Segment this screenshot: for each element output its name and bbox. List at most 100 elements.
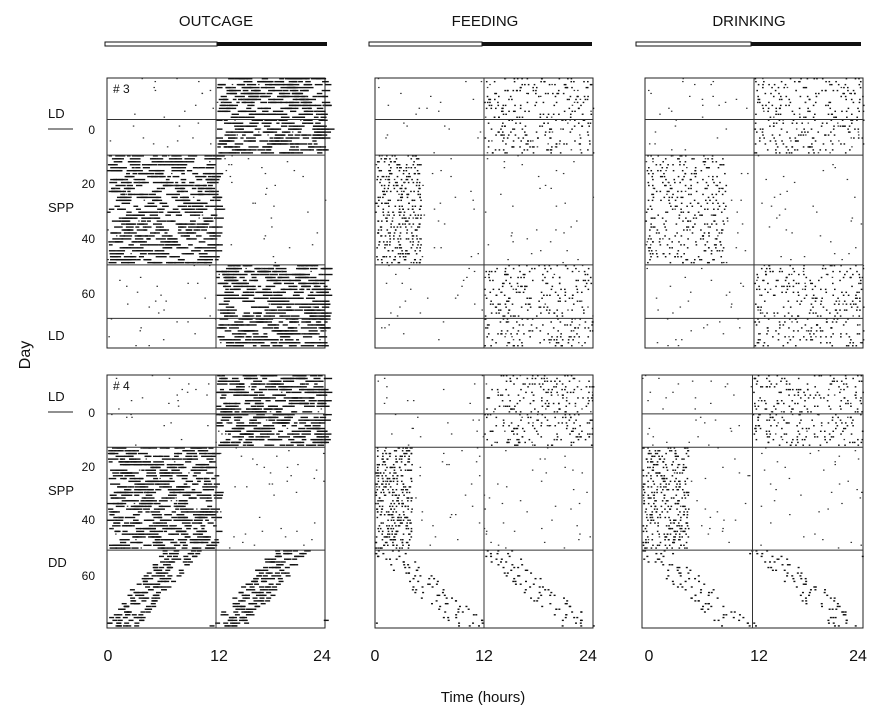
activity-mark	[812, 104, 815, 107]
activity-mark	[773, 137, 775, 139]
activity-mark	[243, 98, 245, 100]
activity-mark	[255, 134, 262, 136]
activity-mark	[380, 184, 383, 187]
activity-mark	[194, 333, 196, 335]
activity-mark	[757, 318, 759, 320]
activity-mark	[254, 400, 262, 402]
light-dark-bar-drinking	[635, 41, 861, 47]
activity-mark	[840, 95, 843, 98]
activity-mark	[260, 101, 268, 104]
activity-mark	[821, 89, 823, 92]
activity-mark	[838, 140, 840, 142]
activity-mark	[465, 80, 467, 83]
activity-mark	[322, 131, 332, 133]
activity-mark	[265, 318, 274, 320]
activity-mark	[401, 223, 404, 225]
activity-mark	[185, 455, 193, 458]
activity-mark	[153, 508, 160, 510]
activity-mark	[778, 327, 781, 329]
activity-mark	[651, 193, 653, 196]
activity-mark	[301, 383, 306, 385]
activity-mark	[316, 309, 325, 311]
activity-mark	[310, 270, 312, 273]
activity-mark	[398, 208, 401, 210]
activity-mark	[182, 199, 189, 202]
activity-mark	[497, 104, 500, 107]
activity-mark	[783, 315, 786, 317]
activity-mark	[694, 169, 696, 172]
activity-mark	[160, 164, 166, 166]
activity-mark	[701, 98, 704, 100]
activity-mark	[216, 86, 223, 89]
activity-mark	[788, 152, 791, 154]
activity-mark	[162, 486, 172, 488]
activity-mark	[234, 394, 243, 396]
activity-mark	[126, 169, 137, 172]
activity-mark	[645, 220, 648, 222]
activity-mark	[393, 178, 396, 181]
activity-mark	[401, 196, 404, 199]
activity-mark	[159, 447, 170, 449]
activity-mark	[415, 113, 417, 115]
activity-mark	[127, 486, 132, 488]
panel-animal3-outcage	[106, 77, 335, 349]
activity-mark	[704, 187, 707, 190]
activity-mark	[223, 146, 228, 148]
activity-mark	[263, 425, 270, 427]
activity-mark	[819, 330, 822, 332]
activity-mark	[173, 155, 178, 157]
activity-mark	[207, 497, 212, 499]
activity-mark	[479, 131, 482, 133]
activity-mark	[804, 282, 806, 284]
activity-mark	[280, 386, 287, 388]
activity-mark	[835, 300, 838, 302]
activity-mark	[114, 530, 121, 533]
activity-mark	[224, 411, 232, 413]
activity-mark	[280, 527, 282, 530]
activity-mark	[785, 95, 788, 98]
activity-mark	[235, 386, 245, 388]
activity-mark	[304, 405, 315, 407]
activity-mark	[167, 575, 173, 577]
activity-mark	[181, 181, 186, 184]
activity-mark	[206, 486, 218, 488]
activity-mark	[820, 303, 822, 305]
activity-mark	[592, 196, 595, 198]
activity-mark	[508, 309, 511, 311]
activity-mark	[512, 146, 515, 148]
activity-mark	[406, 253, 409, 255]
activity-mark	[730, 199, 733, 201]
activity-mark	[305, 264, 313, 267]
activity-mark	[211, 516, 223, 519]
activity-mark	[257, 285, 262, 288]
activity-mark	[706, 202, 709, 205]
activity-mark	[234, 419, 241, 421]
activity-mark	[802, 134, 805, 136]
activity-mark	[133, 193, 144, 196]
activity-mark	[398, 169, 401, 172]
activity-mark	[267, 113, 276, 116]
activity-mark	[146, 519, 152, 521]
activity-mark	[193, 455, 198, 458]
activity-mark	[275, 137, 281, 139]
activity-mark	[245, 336, 252, 338]
activity-mark	[251, 276, 257, 279]
activity-mark	[107, 211, 111, 213]
activity-mark	[555, 205, 558, 207]
activity-mark	[511, 232, 513, 234]
activity-mark	[144, 455, 151, 458]
activity-mark	[322, 291, 326, 294]
activity-mark	[273, 282, 282, 285]
activity-mark	[121, 261, 129, 264]
activity-mark	[860, 282, 862, 285]
activity-mark	[159, 577, 165, 580]
activity-mark	[285, 137, 293, 139]
activity-mark	[156, 187, 161, 190]
activity-mark	[280, 86, 291, 89]
activity-mark	[151, 175, 158, 178]
activity-mark	[135, 444, 137, 446]
activity-mark	[272, 143, 276, 145]
activity-mark	[492, 279, 494, 282]
activity-mark	[824, 134, 826, 136]
activity-mark	[489, 98, 492, 101]
